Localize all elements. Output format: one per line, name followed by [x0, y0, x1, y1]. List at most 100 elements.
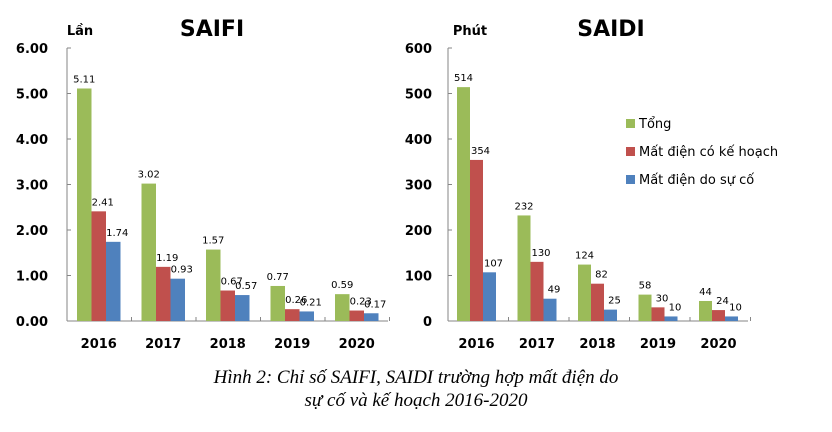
bar-2018-series-1	[578, 264, 591, 321]
bar-2017-series-2	[530, 261, 544, 321]
bar-2017-series-2	[156, 266, 171, 321]
data-label: 1.19	[156, 253, 178, 264]
data-label: 232	[514, 201, 533, 212]
data-label: 0.59	[331, 280, 353, 291]
y-tick-label: 6.00	[16, 42, 48, 57]
data-label: 1.74	[106, 228, 128, 239]
bar-2018-series-2	[220, 290, 235, 321]
bar-2020-series-2	[349, 310, 364, 321]
data-label: 0.17	[364, 299, 386, 310]
legend-swatch	[626, 147, 635, 156]
figure-caption: Hình 2: Chỉ số SAIFI, SAIDI trường hợp m…	[0, 366, 832, 412]
y-axis-unit-label: Phút	[453, 24, 487, 39]
bar-2020-series-3	[725, 316, 738, 321]
bar-2016-series-2	[470, 159, 483, 321]
caption-line-2: sự cố và kế hoạch 2016-2020	[304, 390, 528, 411]
x-tick-label: 2017	[519, 337, 555, 352]
bar-2020-series-3	[364, 313, 379, 321]
y-tick-label: 300	[405, 179, 432, 194]
data-label: 0.67	[221, 277, 243, 288]
bar-2019-series-3	[664, 316, 678, 321]
data-label: 44	[699, 287, 712, 298]
y-tick-label: 400	[405, 133, 432, 148]
bar-2016-series-3	[483, 272, 496, 321]
x-tick-label: 2020	[700, 337, 736, 352]
y-tick-label: 4.00	[16, 133, 48, 148]
chart-saifi: SAIFI Lần 0.00 1.00 2.00 3.00 4.00 5.00 6.00 2016…	[16, 17, 390, 352]
data-label: 30	[656, 293, 669, 304]
bar-2020-series-2	[712, 310, 725, 321]
data-label: 354	[471, 146, 490, 157]
bar-2018-series-1	[206, 249, 221, 321]
data-label: 514	[454, 73, 473, 84]
x-tick-label: 2016	[81, 337, 117, 352]
y-tick-label: 2.00	[16, 224, 48, 239]
data-label: 82	[595, 270, 608, 281]
chart-title: SAIFI	[180, 17, 244, 42]
bar-2017-series-1	[141, 183, 156, 321]
x-tick-label: 2019	[274, 337, 310, 352]
bar-2017-series-3	[543, 298, 557, 321]
data-label: 0.23	[350, 297, 372, 308]
y-tick-label: 100	[405, 270, 432, 285]
bar-2019-series-1	[638, 294, 652, 321]
bar-2016-series-1	[77, 88, 92, 322]
y-tick-label: 600	[405, 42, 432, 57]
y-tick-label: 200	[405, 224, 432, 239]
data-label: 24	[716, 296, 729, 307]
data-label: 0.77	[267, 272, 289, 283]
data-label: 0.93	[171, 265, 193, 276]
y-tick-label: 5.00	[16, 88, 48, 103]
data-label: 49	[548, 285, 561, 296]
bar-2019-series-2	[651, 307, 665, 321]
y-tick-label: 0.00	[16, 315, 48, 330]
x-tick-label: 2018	[210, 337, 246, 352]
bar-2020-series-1	[699, 300, 712, 321]
bar-2018-series-3	[604, 309, 617, 321]
x-tick-label: 2019	[640, 337, 676, 352]
data-label: 5.11	[73, 74, 95, 85]
data-label: 58	[639, 281, 652, 292]
bar-2018-series-3	[235, 295, 250, 321]
chart-saidi: SAIDI Phút 0 100 200 300 400 500 600 2016 514 354 10…	[405, 17, 778, 352]
bar-2017-series-1	[517, 215, 531, 321]
x-tick-label: 2016	[458, 337, 494, 352]
data-label: 130	[531, 248, 550, 259]
data-label: 0.57	[235, 281, 257, 292]
legend-swatch	[626, 175, 635, 184]
y-tick-label: 3.00	[16, 179, 48, 194]
legend-label: Mất điện do sự cố	[639, 173, 754, 188]
data-label: 3.02	[138, 170, 160, 181]
caption-line-1: Hình 2: Chỉ số SAIFI, SAIDI trường hợp m…	[213, 367, 619, 388]
legend-swatch	[626, 119, 635, 128]
x-tick-label: 2017	[145, 337, 181, 352]
data-label: 0.26	[285, 295, 307, 306]
bar-2016-series-1	[457, 87, 470, 321]
data-label: 124	[575, 251, 594, 262]
legend-label: Mất điện có kế hoạch	[639, 145, 778, 160]
x-tick-label: 2020	[339, 337, 375, 352]
bar-2019-series-3	[299, 311, 314, 321]
legend-label: Tổng	[638, 117, 671, 132]
chart-title: SAIDI	[577, 17, 645, 42]
y-tick-label: 0	[423, 315, 432, 330]
data-label: 2.41	[92, 197, 114, 208]
bar-2019-series-1	[270, 285, 285, 321]
data-label: 107	[484, 258, 503, 269]
bar-2018-series-2	[591, 283, 604, 321]
bar-2016-series-3	[106, 241, 121, 321]
data-label: 10	[729, 302, 742, 313]
y-tick-label: 500	[405, 88, 432, 103]
x-tick-label: 2018	[579, 337, 615, 352]
data-label: 0.21	[300, 297, 322, 308]
bar-2016-series-2	[91, 211, 106, 321]
data-label: 25	[608, 296, 621, 307]
data-label: 10	[669, 302, 682, 313]
y-tick-label: 1.00	[16, 270, 48, 285]
bar-2020-series-1	[335, 294, 350, 321]
bar-2019-series-2	[285, 309, 300, 321]
bar-2017-series-3	[170, 278, 185, 321]
data-label: 1.57	[202, 236, 224, 247]
y-axis-unit-label: Lần	[67, 24, 93, 39]
